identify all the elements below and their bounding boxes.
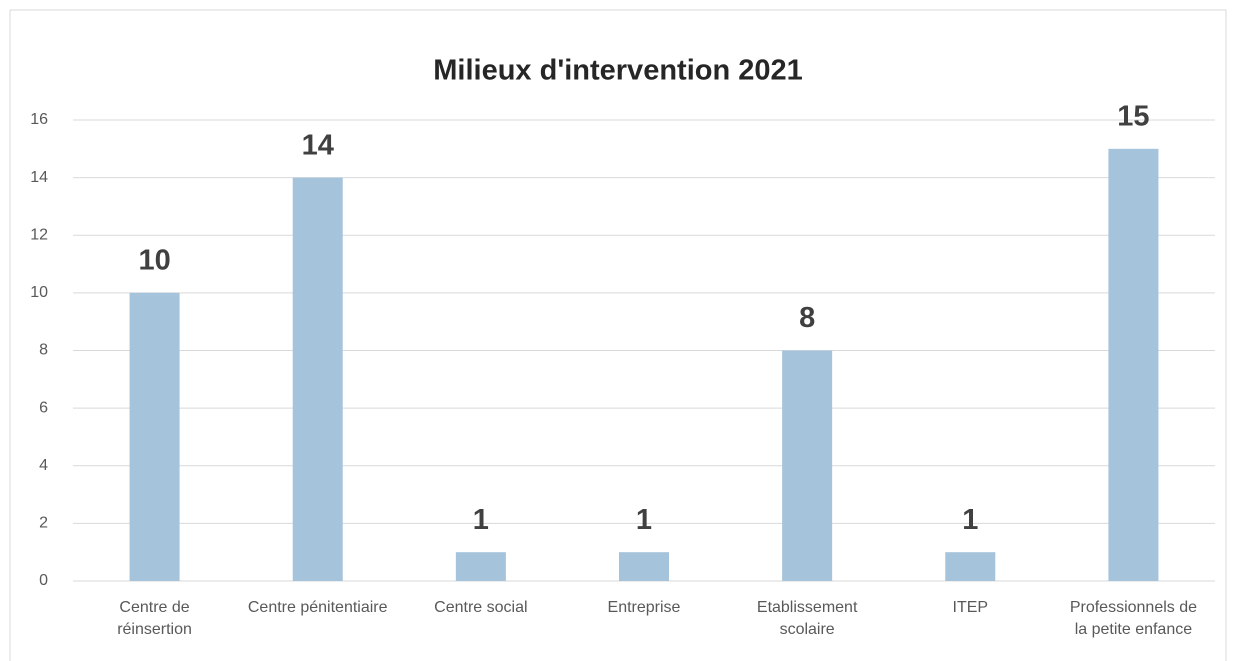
bar — [619, 552, 669, 581]
x-tick-label: Professionnels de la petite enfance — [1069, 599, 1198, 638]
y-tick-label: 10 — [30, 284, 48, 301]
value-label: 8 — [799, 302, 815, 334]
chart-title: Milieux d'intervention 2021 — [433, 55, 803, 87]
x-tick-label: Entreprise — [607, 599, 681, 616]
y-tick-label: 0 — [39, 572, 48, 589]
bar — [292, 177, 343, 581]
y-tick-label: 12 — [30, 226, 48, 243]
chart-border — [9, 9, 1227, 661]
x-tick-label: ITEP — [952, 599, 989, 616]
y-tick-label: 6 — [39, 399, 48, 416]
x-tick-label: Centre social — [434, 599, 528, 616]
bar — [129, 292, 180, 581]
x-tick-label: Centre pénitentiaire — [247, 599, 388, 616]
value-label: 1 — [636, 504, 652, 536]
bar — [782, 350, 833, 581]
value-label: 1 — [962, 504, 978, 536]
bar — [1108, 148, 1159, 581]
value-label: 1 — [473, 504, 489, 536]
value-label: 14 — [302, 129, 334, 161]
y-tick-label: 2 — [39, 515, 48, 532]
y-tick-label: 16 — [30, 111, 48, 128]
value-label: 10 — [138, 245, 170, 277]
bar — [945, 552, 996, 581]
y-tick-label: 4 — [39, 457, 48, 474]
bar — [455, 552, 506, 581]
x-tick-label: Etablissement scolaire — [756, 599, 858, 638]
y-tick-label: 14 — [30, 169, 48, 186]
value-label: 15 — [1117, 100, 1149, 132]
x-tick-label: Centre de réinsertion — [117, 599, 192, 638]
y-tick-label: 8 — [39, 342, 48, 359]
